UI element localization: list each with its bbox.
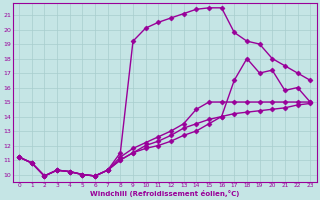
X-axis label: Windchill (Refroidissement éolien,°C): Windchill (Refroidissement éolien,°C) — [90, 190, 239, 197]
